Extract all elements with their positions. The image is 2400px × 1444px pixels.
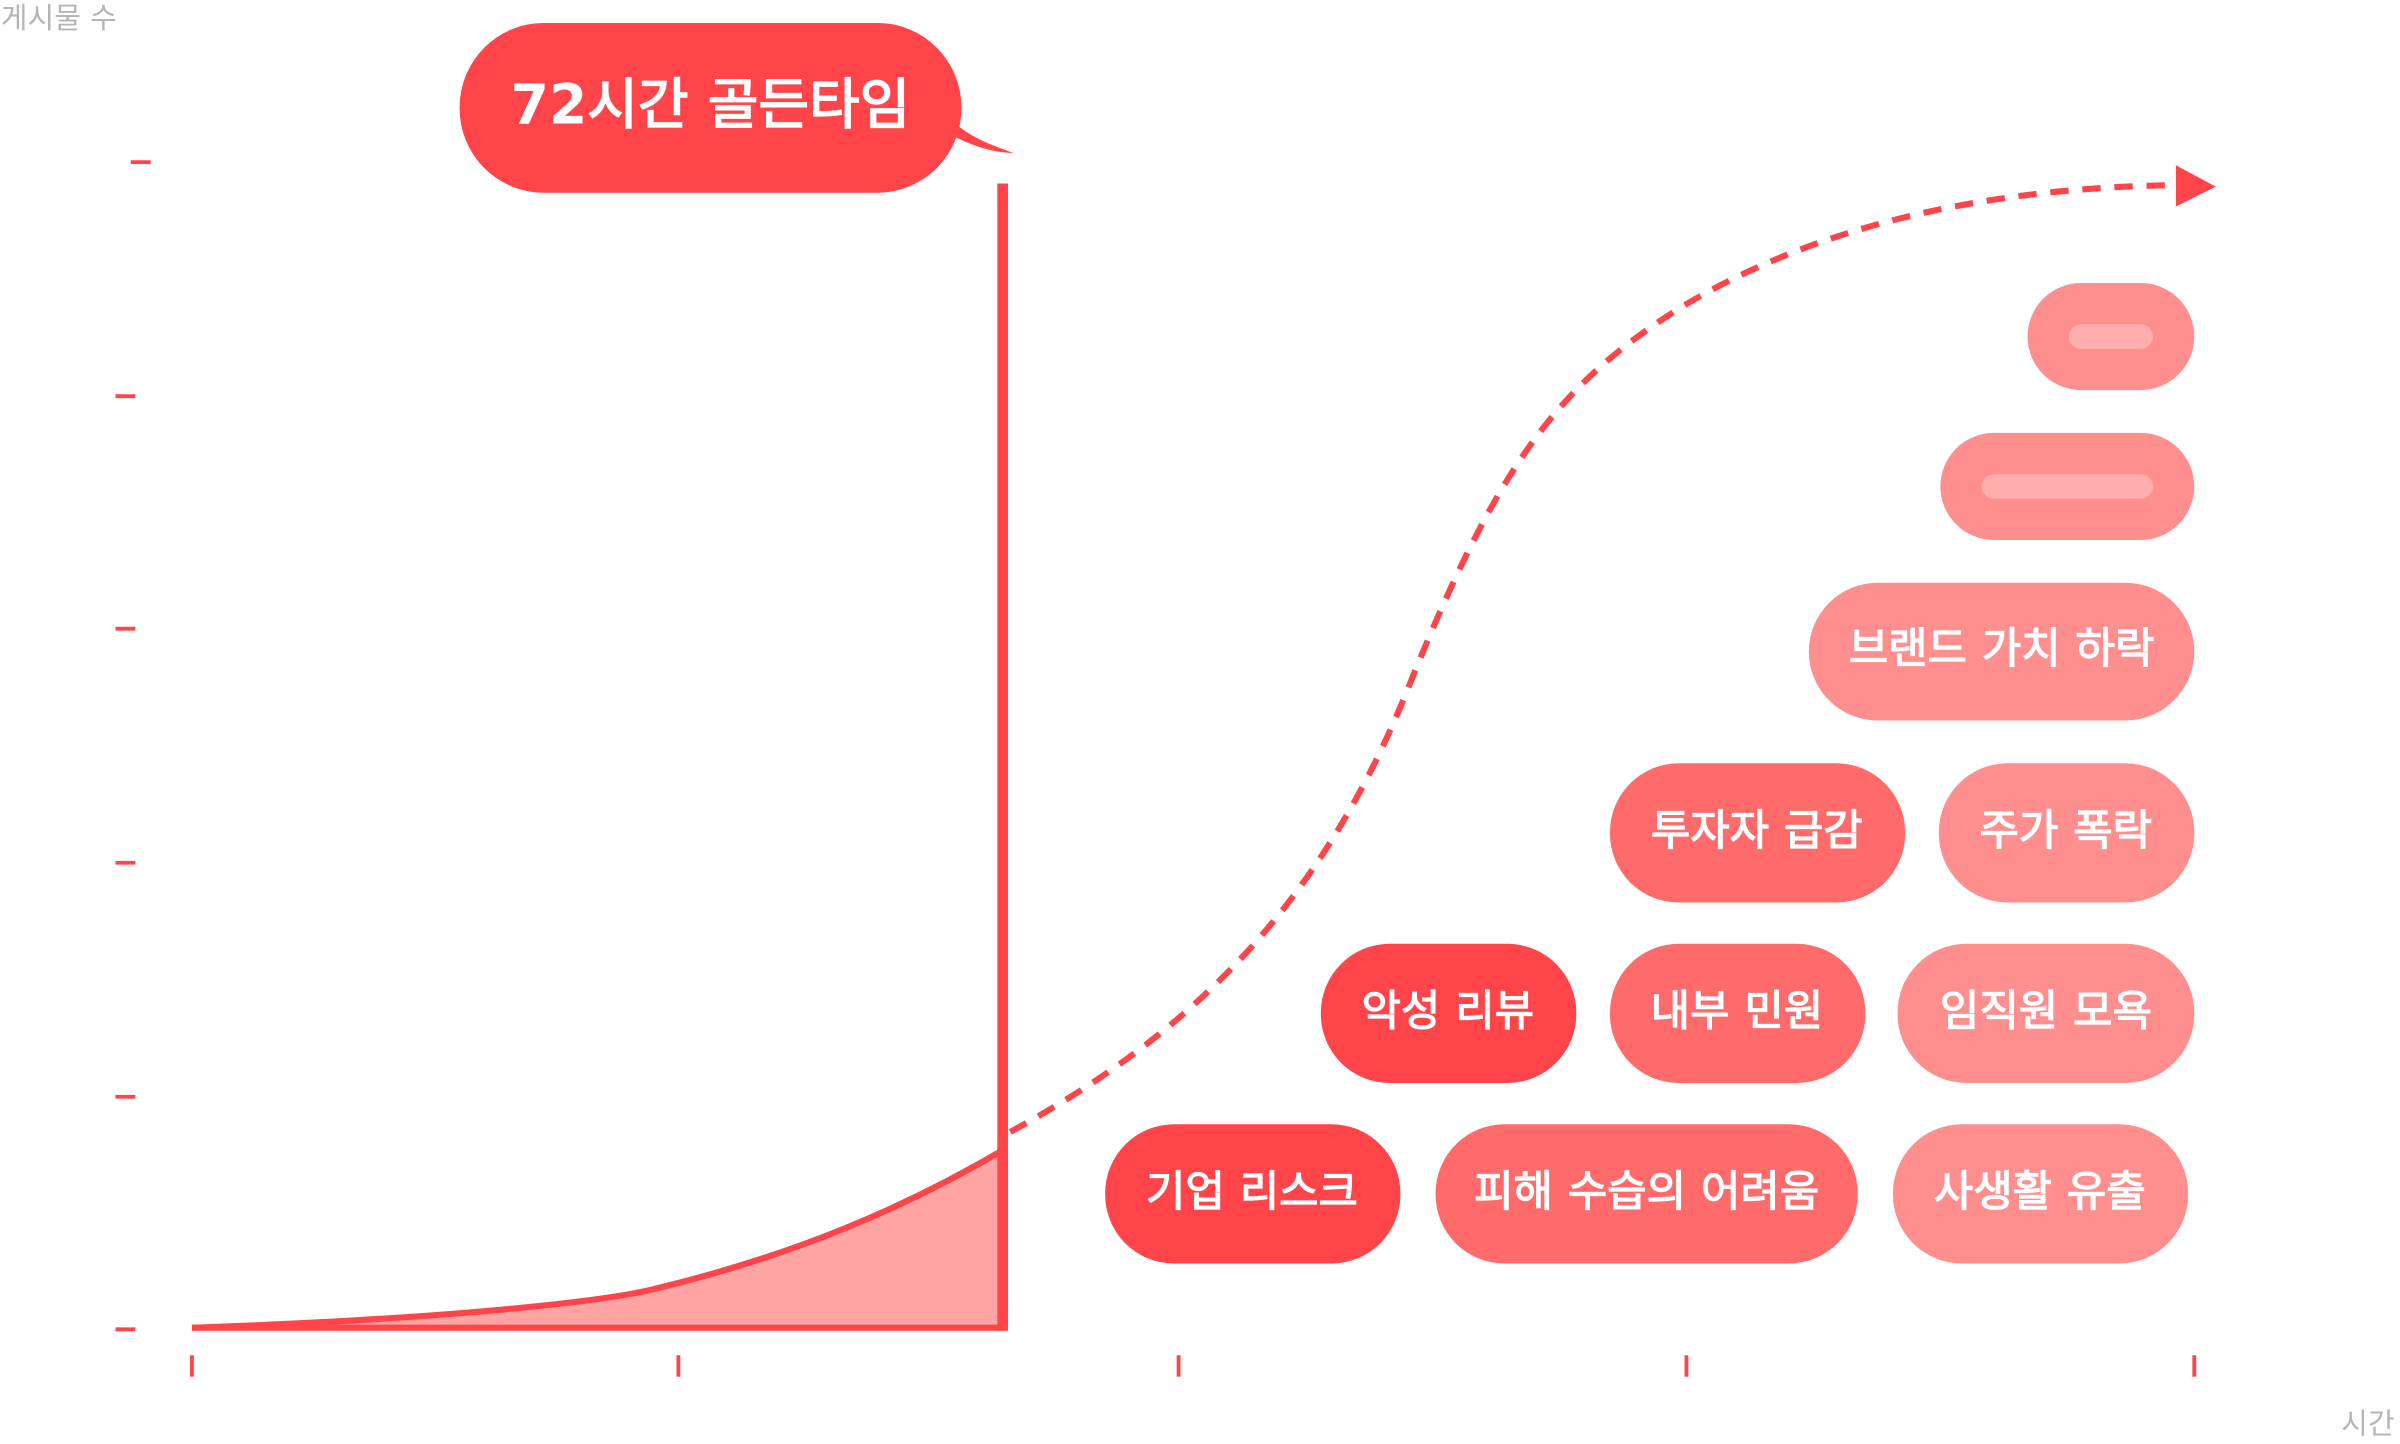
pill (1808, 582, 2195, 721)
pill-label: 피해 수습의 어려움 (1474, 1167, 1819, 1217)
pill-placeholder (2068, 324, 2153, 349)
pill (1105, 1124, 1401, 1264)
callout-text: 72시간 골든타임 (511, 73, 911, 137)
pill-label: 사생활 유출 (1934, 1167, 2146, 1217)
pill (1892, 1124, 2189, 1264)
pill (1435, 1124, 1858, 1264)
pill-label: 투자자 급감 (1651, 806, 1863, 856)
x-ticks (190, 1355, 2197, 1377)
callout-bubble (459, 22, 962, 193)
growth-curve (191, 1147, 1005, 1331)
callout: 72시간 골든타임 (459, 22, 1014, 193)
projected-curve (1008, 182, 2181, 1135)
pill-label: 브랜드 가치 하락 (1849, 624, 2155, 674)
pill (1897, 943, 2195, 1083)
pill-label: 악성 리뷰 (1362, 987, 1535, 1037)
y-ticks (115, 160, 151, 1332)
pill-placeholder (1981, 474, 2153, 499)
pill (1938, 763, 2195, 903)
pill-label: 임직원 모욕 (1940, 987, 2152, 1037)
pill-label: 내부 민원 (1651, 987, 1824, 1037)
pill (1320, 943, 1577, 1083)
pill (1609, 763, 1906, 903)
risk-pills: 기업 리스크 피해 수습의 어려움 사생활 유출 악성 리뷰 내부 민원 임직원… (1105, 282, 2195, 1264)
y-axis-label: 게시물 수 (1, 1, 117, 35)
pill (1609, 943, 1866, 1083)
x-axis-label: 시간 (2341, 1407, 2394, 1441)
pill-label: 기업 리스크 (1146, 1167, 1358, 1217)
arrow-head (2175, 165, 2216, 207)
golden-time-area (191, 1150, 1003, 1328)
pill-label: 주가 폭락 (1980, 806, 2153, 856)
